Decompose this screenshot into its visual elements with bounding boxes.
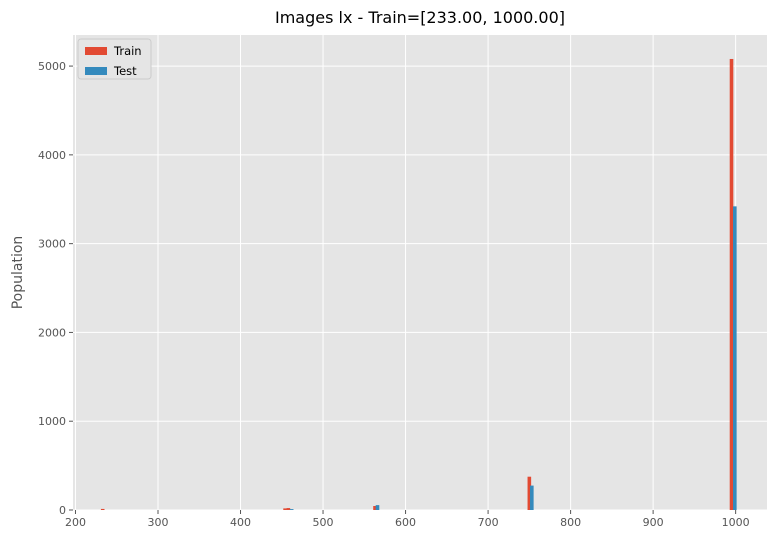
y-tick-label: 1000 [38,415,66,428]
legend-label-train: Train [113,44,142,58]
bar-test [375,505,380,510]
y-tick-label: 2000 [38,326,66,339]
y-axis-ticks: 0 1000 2000 3000 4000 5000 [38,60,73,517]
y-tick-label: 0 [59,504,66,517]
bars-layer [100,58,737,511]
x-tick-label: 600 [395,516,416,529]
legend-swatch-train [85,47,107,55]
y-axis-label: Population [10,236,26,310]
legend: Train Test [77,38,152,80]
bar-train [527,476,532,510]
x-tick-label: 500 [313,516,334,529]
bar-train [286,508,291,510]
x-axis-ticks: 200 300 400 500 600 700 800 900 1000 [65,510,750,529]
chart-title: Images lx - Train=[233.00, 1000.00] [275,8,565,27]
y-tick-label: 3000 [38,238,66,251]
bar-train [100,508,105,510]
legend-swatch-test [85,67,107,75]
x-tick-label: 800 [560,516,581,529]
y-tick-label: 5000 [38,60,66,73]
bar-test [289,509,294,510]
bar-train [729,58,734,511]
bar-train [373,506,377,510]
legend-label-test: Test [113,64,137,78]
grid-lines [73,35,767,511]
x-tick-label: 1000 [722,516,750,529]
x-tick-label: 300 [147,516,168,529]
bar-test [530,485,534,510]
x-tick-label: 900 [643,516,664,529]
x-tick-label: 200 [65,516,86,529]
x-tick-label: 400 [230,516,251,529]
bar-train [283,508,287,510]
bar-test [733,206,737,510]
x-tick-label: 700 [478,516,499,529]
plot-area [73,35,767,510]
y-tick-label: 4000 [38,149,66,162]
